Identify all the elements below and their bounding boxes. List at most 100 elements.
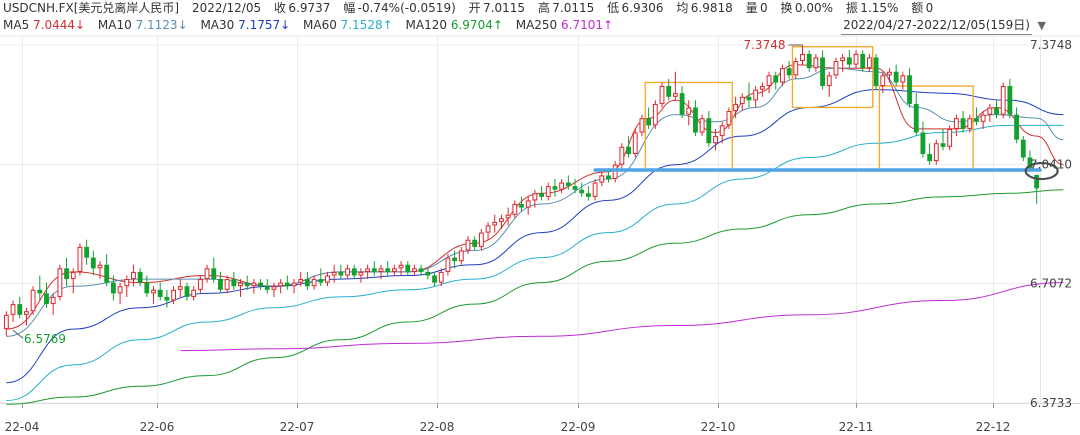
candle-body-up [953,118,959,129]
candle-body-up [478,232,484,247]
x-tick-label: 22-11 [839,420,874,434]
candle-body-up [813,57,819,69]
candle-body-down [385,268,391,272]
candle-body-up [298,279,304,283]
x-tick-label: 22-08 [420,420,455,434]
candle-body-up [739,96,745,104]
last-candle-circle [1024,161,1059,181]
candle-body-up [191,289,197,297]
high-field: 高 7.0115 [537,1,595,15]
candle-body-up [278,282,284,287]
candle-body-down [211,268,217,280]
candle-body-up [465,239,471,251]
candle-body-up [853,53,859,65]
candle-body-down [405,264,411,272]
candle-body-down [706,118,712,144]
candle-body-up [947,128,953,147]
candle-body-down [284,282,290,287]
candle-body-up [117,286,123,294]
candle-body-up [840,57,846,62]
ma-legend-item-ma120[interactable]: MA120 6.9704↑ [405,18,503,32]
candle-body-up [57,268,63,297]
candle-body-down [104,264,110,283]
candle-body-up [30,289,36,312]
x-tick-label: 22-09 [561,420,596,434]
candle-body-up [251,282,257,287]
candle-body-up [632,132,638,154]
candle-body-down [1020,139,1026,158]
ma-legend-item-ma250[interactable]: MA250 6.7101↑ [515,18,614,32]
candle-body-up [525,200,531,208]
candle-body-up [124,279,130,287]
candle-body-down [244,282,250,287]
candle-body-down [646,118,652,126]
candle-body-up [458,250,464,262]
candle-body-up [659,86,665,104]
candle-body-down [893,71,899,83]
candle-body-down [1034,174,1040,189]
volume-field: 量 0 [745,1,768,15]
low-field: 低 6.9306 [607,1,664,15]
quote-info-bar: USDCNH.FX[美元兑离岸人民币] 2022/12/05 收 6.9737 … [0,0,1080,17]
candle-body-down [64,268,69,280]
candle-body-up [345,268,350,276]
candle-body-up [271,286,277,290]
candle-body-up [131,271,136,280]
candle-body-down [585,193,591,197]
ma-legend-item-ma5[interactable]: MA5 7.0444↓ [3,18,86,32]
candle-body-down [907,75,912,104]
candle-body-up [171,289,177,301]
candle-body-up [378,268,384,272]
candle-body-up [672,93,678,97]
candle-body-up [800,53,805,62]
moving-average-lines [6,64,1064,405]
candle-body-up [238,282,243,287]
ma-legend-item-ma60[interactable]: MA60 7.1528↑ [303,18,393,32]
candle-body-down [519,204,524,208]
ma-legend-item-ma10[interactable]: MA10 7.1123↓ [97,18,188,32]
candle-body-down [338,271,344,276]
chart-annotations: 7.3748 6.5769 [12,38,1059,346]
x-tick-label: 22-10 [701,420,736,434]
candle-body-down [994,107,999,115]
candle-body-up [987,107,993,115]
candle-body-up [559,182,565,190]
candle-body-up [933,143,939,162]
candle-body-down [873,57,879,87]
candle-body-up [793,61,799,76]
candle-body-up [177,286,183,290]
ma-legend-item-ma30[interactable]: MA30 7.1757↓ [200,18,291,32]
open-field: 开 7.0115 [468,1,526,15]
candle-body-up [592,182,598,197]
candle-body-up [780,68,785,83]
candle-body-down [137,271,143,283]
candle-body-down [927,153,933,162]
range-dropdown-icon[interactable]: ▼ [1037,19,1046,32]
date-range-selector[interactable]: 2022/04/27-2022/12/05(159日) [841,17,1032,35]
candle-body-up [291,282,297,287]
candle-body-up [325,275,330,283]
x-tick-label: 22-12 [976,420,1011,434]
min-label: 6.5769 [24,332,66,346]
chart-grid [0,35,1080,404]
candle-body-down [1014,114,1019,140]
close-field: 收 6.9737 [273,1,331,15]
candle-body-up [753,89,759,101]
symbol-name[interactable]: USDCNH.FX[美元兑离岸人民币] [3,1,180,15]
candle-body-down [184,286,190,297]
candle-body-up [512,204,518,215]
highlight-box-1 [644,81,733,171]
candle-body-down [846,57,852,65]
candle-body-down [157,289,163,297]
candle-body-up [358,271,364,276]
candle-body-up [438,271,444,283]
x-tick-label: 22-06 [140,420,175,434]
candle-body-down [17,304,23,315]
highlight-box-2 [791,46,874,109]
candle-body-up [652,103,658,126]
candle-body-down [264,286,270,290]
candle-body-up [492,221,498,226]
ma-legend-bar: MA5 7.0444↓ MA10 7.1123↓ MA30 7.1757↓ MA… [0,17,1080,34]
y-tick-label: 6.3733 [1030,396,1072,410]
